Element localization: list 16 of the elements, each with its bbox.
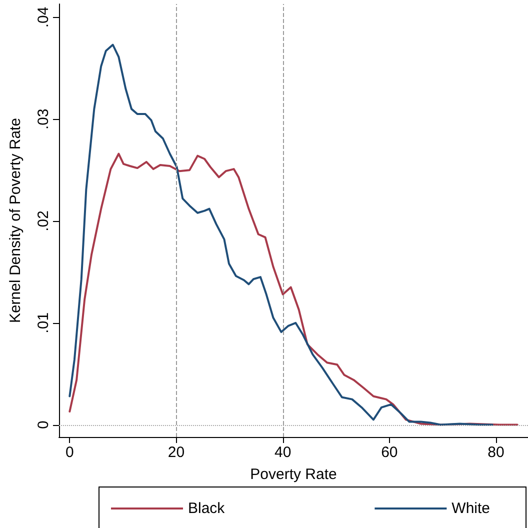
y-tick-label: 0 <box>35 420 52 429</box>
y-tick-label: .02 <box>35 210 52 232</box>
x-tick-label: 40 <box>274 444 292 461</box>
x-tick-label: 0 <box>65 444 74 461</box>
legend-label: White <box>452 500 490 517</box>
line-series <box>68 44 494 426</box>
y-tick-label: .01 <box>35 312 52 334</box>
y-tick-label: .03 <box>35 108 52 130</box>
x-axis-title: Poverty Rate <box>250 466 337 483</box>
y-tick-label: .04 <box>35 6 52 28</box>
x-tick-label: 80 <box>488 444 504 461</box>
x-tick-label: 60 <box>381 444 398 461</box>
legend-label: Black <box>188 500 226 517</box>
x-tick-label: 20 <box>168 444 185 461</box>
y-axis-title: Kernel Density of Poverty Rate <box>7 118 24 324</box>
line-series <box>68 152 518 426</box>
